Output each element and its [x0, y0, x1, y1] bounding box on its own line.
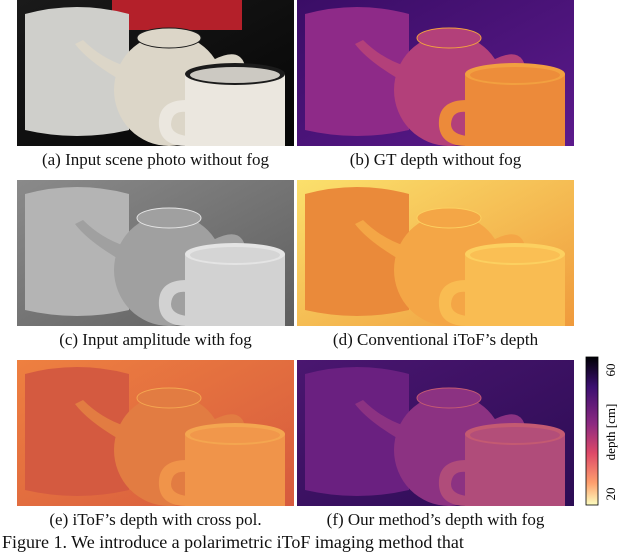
mug-inside — [190, 247, 280, 263]
teapot-spout — [75, 40, 125, 78]
panel-image — [17, 360, 294, 506]
panel-caption: (b) GT depth without fog — [349, 150, 522, 169]
mug-inside — [190, 427, 280, 443]
mug-body — [185, 254, 285, 326]
back-jar — [25, 187, 129, 316]
back-jar — [305, 187, 409, 316]
scene — [297, 0, 574, 146]
teapot-lid — [416, 27, 482, 49]
panel-caption: (a) Input scene photo without fog — [41, 150, 270, 169]
figure-caption: Figure 1. We introduce a polarimetric iT… — [2, 532, 464, 552]
panel-image — [17, 0, 294, 146]
teapot-spout — [75, 400, 125, 438]
teapot-lid — [136, 207, 202, 229]
teapot-spout — [355, 220, 405, 258]
teapot-lid — [416, 387, 482, 409]
mug-body — [465, 254, 565, 326]
colorbar-tick: 60 — [603, 364, 618, 377]
mug-handle — [158, 460, 187, 506]
panel-caption: (f) Our method’s depth with fog — [326, 510, 545, 529]
colorbar-tick: 20 — [603, 488, 618, 501]
mug-body — [185, 434, 285, 506]
teapot-lid — [136, 387, 202, 409]
back-jar — [305, 367, 409, 496]
mug-handle — [438, 460, 467, 506]
teapot-lid — [136, 27, 202, 49]
panel-caption: (c) Input amplitude with fog — [59, 330, 252, 349]
mug-body — [185, 74, 285, 146]
scene — [17, 180, 294, 326]
panel-caption: (e) iToF’s depth with cross pol. — [49, 510, 262, 529]
back-jar — [305, 7, 409, 136]
teapot-lid — [416, 207, 482, 229]
panel-image — [17, 180, 294, 326]
mug-handle — [438, 100, 467, 146]
scene — [297, 360, 574, 506]
scene — [17, 0, 294, 146]
mug-inside — [470, 427, 560, 443]
mug-inside — [470, 247, 560, 263]
box — [112, 0, 242, 30]
panel-image — [297, 360, 574, 506]
teapot-spout — [75, 220, 125, 258]
colorbar-label: depth [cm] — [603, 404, 618, 461]
panel-image — [297, 180, 574, 326]
teapot-spout — [355, 40, 405, 78]
mug-inside — [470, 67, 560, 83]
panel-image — [297, 0, 574, 146]
mug-handle — [158, 280, 187, 326]
back-jar — [25, 7, 129, 136]
scene — [17, 360, 294, 506]
mug-body — [465, 74, 565, 146]
colorbar — [585, 356, 599, 506]
back-jar — [25, 367, 129, 496]
teapot-spout — [355, 400, 405, 438]
scene — [297, 180, 574, 326]
mug-inside — [190, 67, 280, 83]
mug-body — [465, 434, 565, 506]
panel-caption: (d) Conventional iToF’s depth — [332, 330, 539, 349]
mug-handle — [438, 280, 467, 326]
mug-handle — [158, 100, 187, 146]
